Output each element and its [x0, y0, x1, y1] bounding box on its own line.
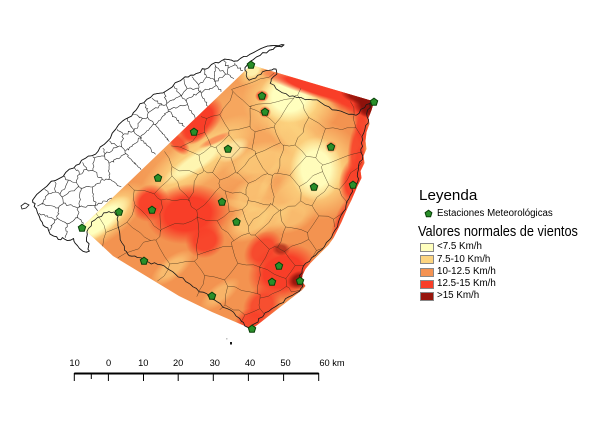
svg-text:60 km: 60 km [319, 358, 345, 368]
svg-text:10: 10 [69, 358, 79, 368]
svg-text:50: 50 [280, 358, 290, 368]
svg-text:20: 20 [173, 358, 183, 368]
svg-text:30: 30 [210, 358, 220, 368]
svg-text:10: 10 [138, 358, 148, 368]
svg-text:40: 40 [245, 358, 255, 368]
svg-text:0: 0 [106, 358, 111, 368]
